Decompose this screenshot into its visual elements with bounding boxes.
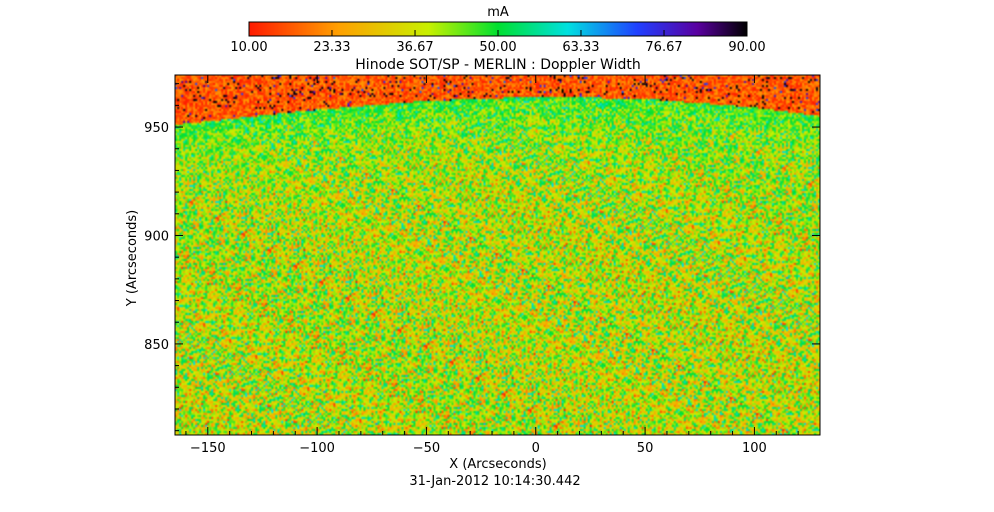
colorbar-tick-label: 63.33 xyxy=(562,40,599,55)
y-tick-label: 850 xyxy=(144,338,169,353)
doppler-width-image xyxy=(175,75,820,435)
colorbar-tick-label: 23.33 xyxy=(313,40,350,55)
y-axis-ticks: 850 900 950 xyxy=(144,83,820,432)
colorbar-tick-label: 90.00 xyxy=(728,40,765,55)
colorbar-tick-label: 10.00 xyxy=(230,40,267,55)
x-tick-label: 100 xyxy=(742,441,767,456)
colorbar-tick-label: 50.00 xyxy=(479,40,516,55)
y-tick-label: 900 xyxy=(144,229,169,244)
x-axis-ticks: −150 −100 −50 0 50 100 xyxy=(185,75,821,456)
x-tick-label: −150 xyxy=(190,441,226,456)
x-tick-label: −100 xyxy=(299,441,335,456)
plot-frame xyxy=(174,74,821,436)
x-tick-label: 50 xyxy=(637,441,654,456)
colorbar-unit-label: mA xyxy=(487,5,509,20)
colorbar-tick-label: 36.67 xyxy=(396,40,433,55)
colorbar-ticks: 10.00 23.33 36.67 50.00 63.33 76.67 90.00 xyxy=(230,30,766,55)
chart-title: Hinode SOT/SP - MERLIN : Doppler Width xyxy=(355,57,640,73)
y-axis-label: Y (Arcseconds) xyxy=(125,210,140,307)
x-axis-label: X (Arcseconds) xyxy=(449,457,546,472)
y-tick-label: 950 xyxy=(144,121,169,136)
x-tick-label: −50 xyxy=(413,441,440,456)
x-tick-label: 0 xyxy=(532,441,540,456)
colorbar-tick-label: 76.67 xyxy=(645,40,682,55)
timestamp: 31-Jan-2012 10:14:30.442 xyxy=(409,474,580,489)
